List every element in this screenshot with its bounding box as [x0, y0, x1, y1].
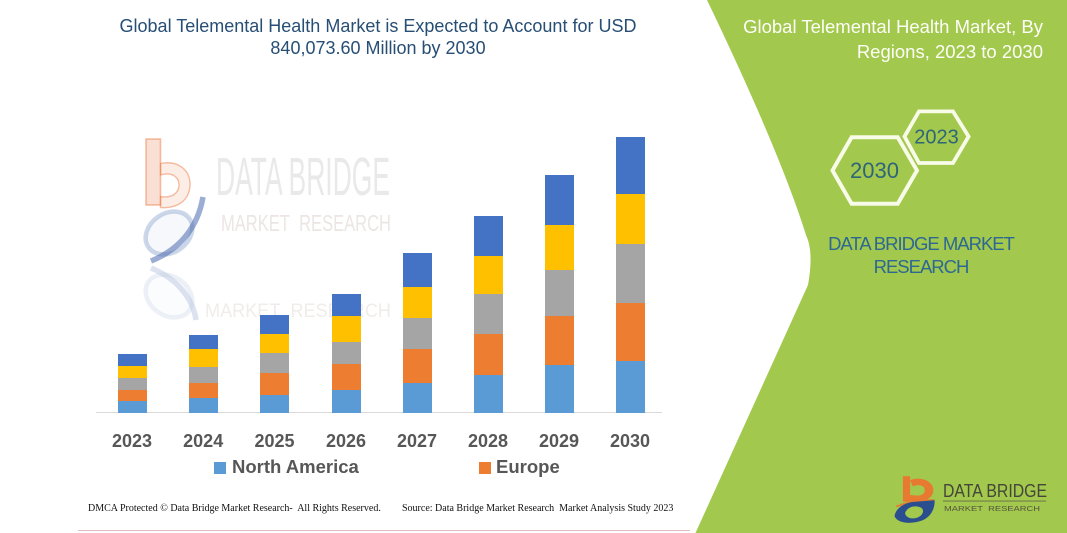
svg-text:DATA BRIDGE: DATA BRIDGE: [216, 147, 390, 207]
svg-text:2030: 2030: [850, 158, 899, 183]
svg-text:DATA BRIDGE: DATA BRIDGE: [943, 481, 1047, 501]
svg-text:MARKET RESEARCH: MARKET RESEARCH: [205, 301, 391, 322]
svg-text:2023: 2023: [914, 127, 959, 149]
svg-text:MARKET RESEARCH: MARKET RESEARCH: [944, 506, 1040, 513]
svg-text:MARKET RESEARCH: MARKET RESEARCH: [221, 210, 391, 236]
